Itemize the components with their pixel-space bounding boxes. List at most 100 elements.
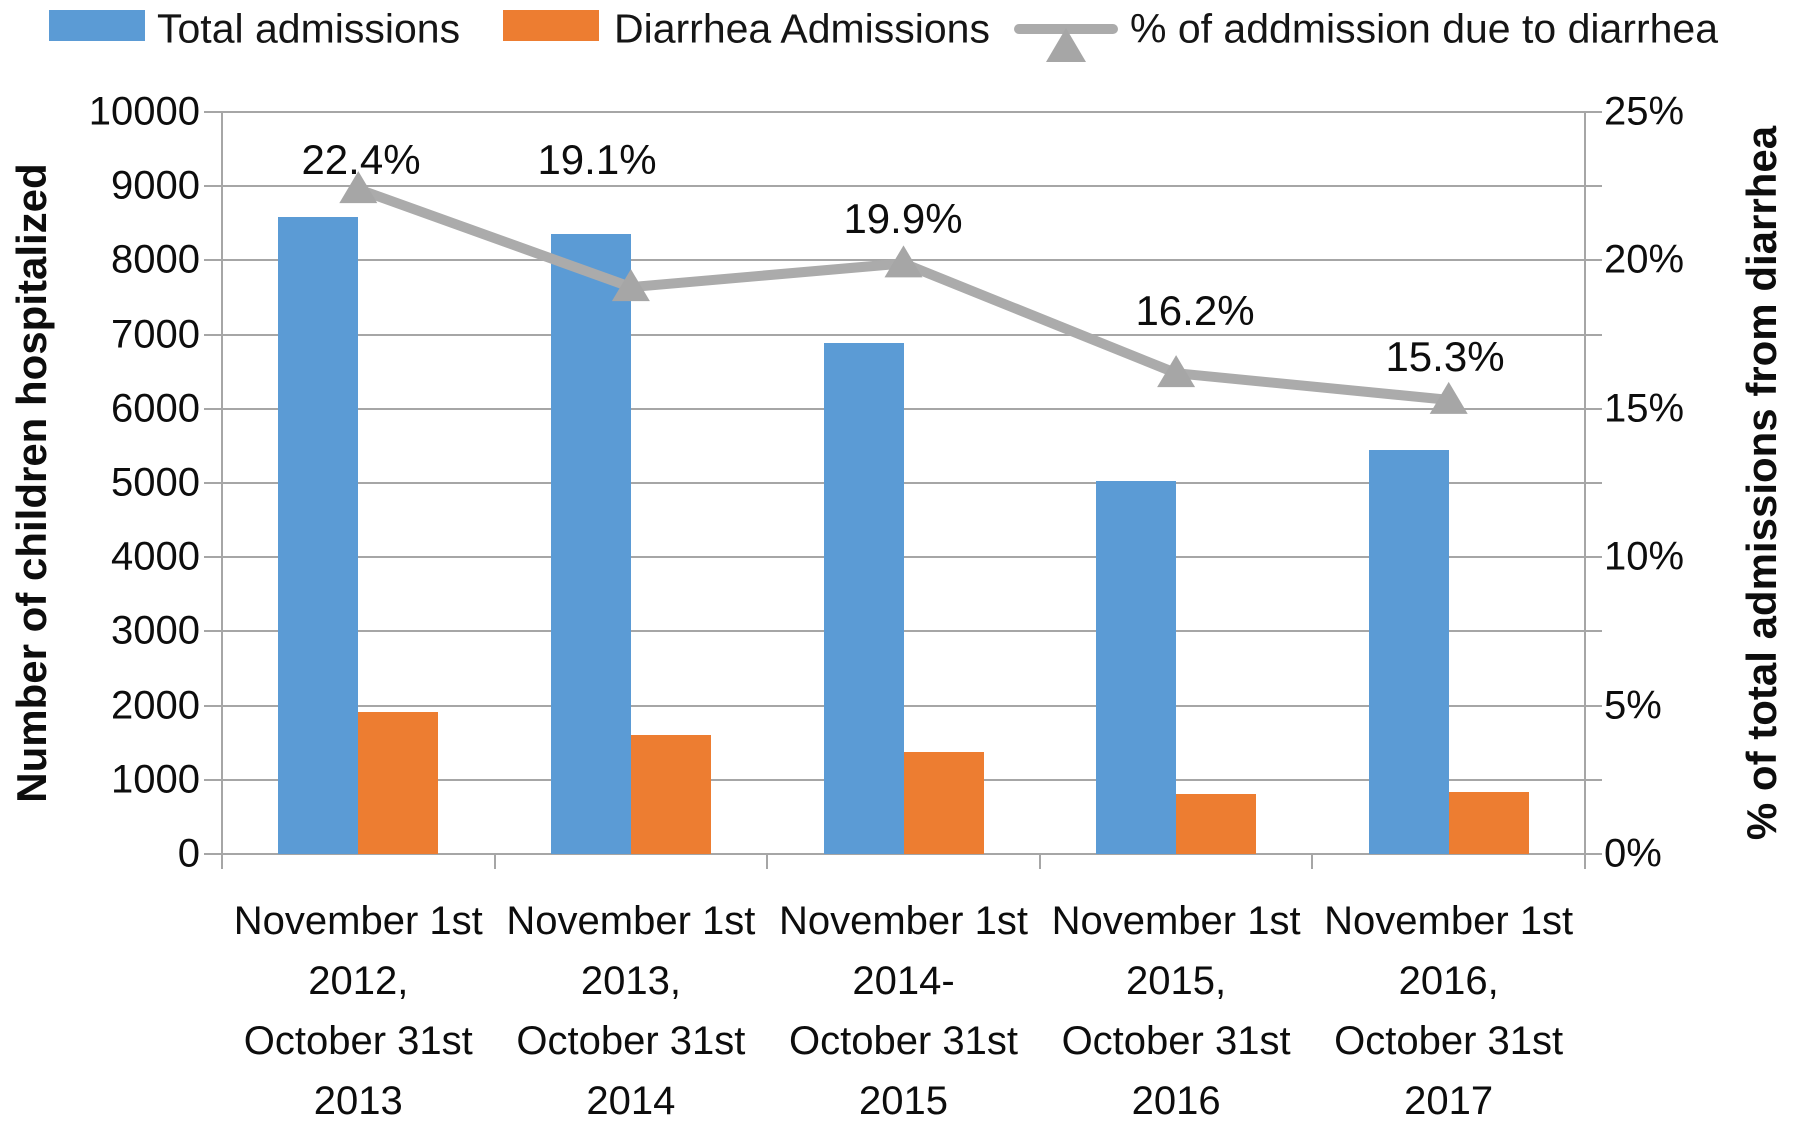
x-axis-label-line: November 1st — [233, 899, 483, 943]
gridline — [222, 704, 1585, 707]
x-axis-tickmark — [221, 854, 223, 869]
x-axis-category-label: November 1st 2012, October 31st 2013 — [222, 891, 495, 1131]
left-axis-tickmark — [204, 111, 222, 113]
x-axis-label-line: November 1st — [778, 899, 1028, 943]
line-data-label: 19.9% — [843, 195, 963, 242]
x-axis-category-label: November 1st 2016, October 31st 2017 — [1312, 891, 1585, 1131]
gridline — [222, 185, 1585, 188]
left-axis-tickmark — [204, 704, 222, 707]
right-axis-tickmark — [1584, 333, 1602, 336]
left-axis-tickmark — [204, 407, 222, 410]
gridline — [222, 630, 1585, 633]
left-axis-tick-label: 2000 — [111, 683, 200, 728]
line-marker-triangle-icon — [611, 269, 650, 302]
bar-diarrhea-admissions — [903, 752, 984, 854]
left-axis-tick-label: 4000 — [111, 534, 200, 579]
right-axis-tickmark — [1584, 556, 1602, 559]
x-axis-label-line: 2012, — [308, 959, 409, 1003]
x-axis-label-line: 2013 — [313, 1079, 403, 1123]
right-axis-tickmark — [1584, 778, 1602, 781]
left-axis-tick-label: 5000 — [111, 460, 200, 505]
line-marker-triangle-icon — [884, 245, 923, 278]
left-axis-tick-label: 10000 — [88, 89, 200, 134]
x-axis-label-line: November 1st — [1051, 899, 1301, 943]
line-data-label: 19.1% — [537, 136, 657, 183]
x-axis-label-line: November 1st — [1324, 899, 1574, 943]
legend-triangle-icon — [1046, 28, 1086, 62]
right-axis-tickmark — [1584, 704, 1602, 707]
left-axis-tick-label: 8000 — [111, 237, 200, 282]
x-axis-label-line: October 31st — [243, 1019, 473, 1063]
right-axis-tickmark — [1584, 185, 1602, 188]
x-axis-tickmark — [493, 854, 496, 869]
chart-canvas: { "chart_data": { "type": "bar", "subtyp… — [8, 5, 1785, 1123]
line-marker-triangle-icon — [1429, 381, 1468, 414]
left-axis-tick-label: 7000 — [111, 312, 200, 357]
bar-total-admissions — [1368, 450, 1449, 854]
x-axis-label-line: 2014- — [852, 959, 955, 1003]
x-axis-category-label: November 1st 2015, October 31st 2016 — [1040, 891, 1313, 1131]
x-axis-tickmark — [1311, 854, 1314, 869]
x-axis-label-line: 2015, — [1126, 959, 1227, 1003]
gridline — [222, 482, 1585, 484]
x-axis-label-line: October 31st — [516, 1019, 746, 1063]
pct-line-layer — [339, 171, 1468, 414]
line-marker-triangle-icon — [339, 171, 378, 204]
x-axis-label-line: November 1st — [506, 899, 756, 943]
left-axis-tick-label: 6000 — [111, 386, 200, 431]
right-axis-tick-label: 20% — [1604, 237, 1685, 282]
left-axis-tickmark — [204, 185, 222, 188]
line-data-label: 15.3% — [1385, 333, 1505, 380]
left-axis-tickmark — [204, 482, 222, 484]
right-axis-tick-label: 0% — [1604, 831, 1662, 876]
line-data-label: 16.2% — [1135, 287, 1255, 334]
x-axis-label-line: October 31st — [1061, 1019, 1291, 1063]
right-axis-tick-label: 10% — [1604, 534, 1685, 579]
right-axis-tickmark — [1584, 630, 1602, 633]
x-axis-label-line: 2015 — [858, 1079, 948, 1123]
right-axis-tick-label: 25% — [1604, 89, 1685, 134]
x-axis-label-line: 2016, — [1398, 959, 1499, 1003]
left-axis-tickmark — [204, 778, 222, 781]
x-axis-label-line: 2016 — [1131, 1079, 1221, 1123]
bar-total-admissions — [278, 216, 359, 854]
left-axis-tick-label: 3000 — [111, 608, 200, 653]
right-axis-tickmark — [1584, 853, 1602, 855]
right-axis-tickmark — [1584, 407, 1602, 410]
x-axis-label-line: October 31st — [1334, 1019, 1564, 1063]
gridline — [222, 111, 1585, 113]
right-axis-tick-label: 5% — [1604, 683, 1662, 728]
line-data-label: 22.4% — [301, 136, 421, 183]
gridline — [222, 407, 1585, 410]
x-axis-tickmark — [1584, 854, 1586, 869]
bar-total-admissions — [823, 342, 904, 854]
left-axis-tick-label: 9000 — [111, 163, 200, 208]
x-axis-tickmark — [1038, 854, 1041, 869]
legend-label-diarrhea-admissions: Diarrhea Admissions — [614, 5, 990, 52]
right-axis-tick-label: 15% — [1604, 386, 1685, 431]
bar-total-admissions — [550, 233, 631, 854]
legend-swatch-total-admissions — [49, 10, 145, 41]
legend-label-total-admissions: Total admissions — [157, 5, 461, 52]
legend-label-pct-line: % of addmission due to diarrhea — [1130, 5, 1719, 52]
left-axis-tick-label: 1000 — [111, 757, 200, 802]
left-axis-tickmark — [204, 853, 222, 855]
left-axis-tickmark — [204, 259, 222, 262]
line-marker-triangle-icon — [1157, 355, 1196, 388]
bar-diarrhea-admissions — [1448, 792, 1529, 854]
plot-area: 22.4% 19.1% 19.9% 16.2% 15.3% — [222, 111, 1585, 855]
right-axis-tickmark — [1584, 259, 1602, 262]
bar-total-admissions — [1096, 480, 1177, 854]
left-axis-tickmark — [204, 630, 222, 633]
x-axis-label-line: 2013, — [580, 959, 681, 1003]
legend-swatch-diarrhea-admissions — [503, 10, 599, 41]
left-axis-line — [221, 112, 223, 868]
x-axis-labels: November 1st 2012, October 31st 2013 Novembe… — [222, 891, 1585, 1131]
legend-line-marker-icon — [1014, 24, 1118, 62]
left-axis-tickmark — [204, 556, 222, 559]
gridline — [222, 853, 1585, 855]
right-axis-tickmark — [1584, 482, 1602, 484]
x-axis-label-line: 2014 — [586, 1079, 676, 1123]
x-axis-label-line: 2017 — [1404, 1079, 1494, 1123]
right-axis-line — [1584, 112, 1586, 868]
